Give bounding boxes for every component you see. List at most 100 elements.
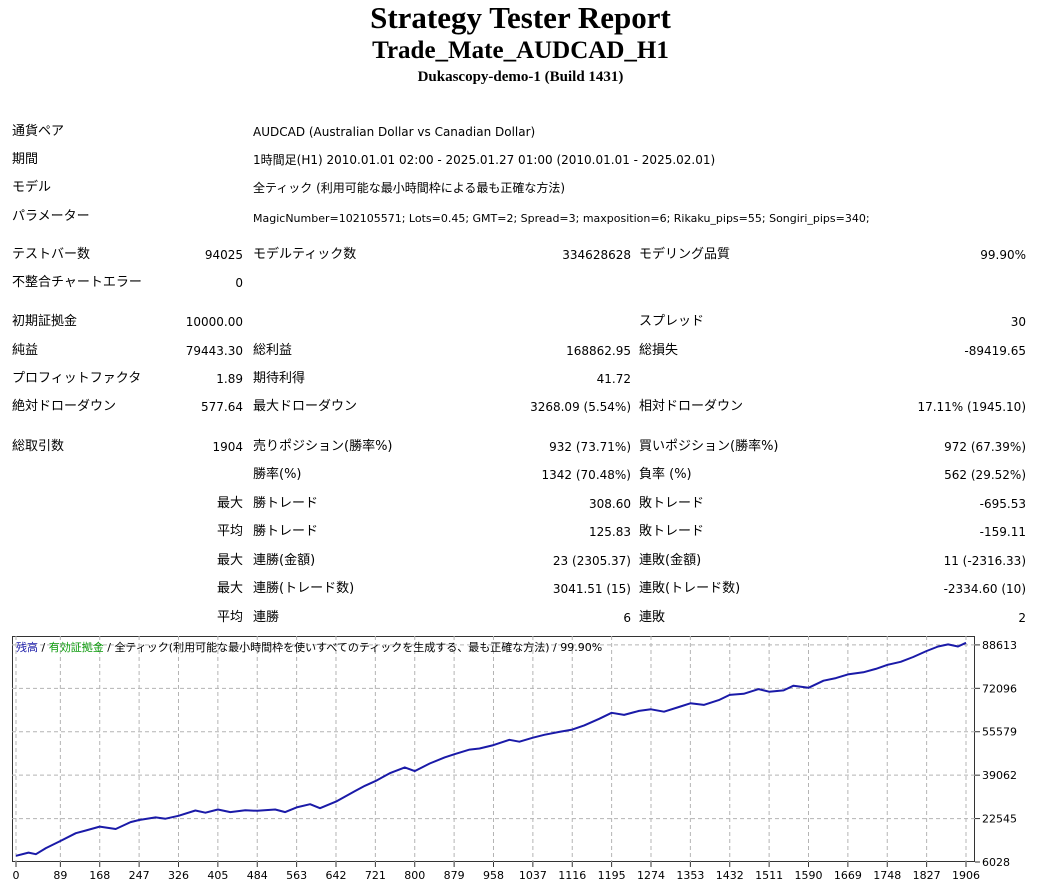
x-tick-label: 721 <box>365 869 386 882</box>
average-prefix: 平均 <box>216 524 243 539</box>
expected-payoff-label: 期待利得 <box>253 371 306 386</box>
x-tick-label: 89 <box>53 869 67 882</box>
legend-sep-2: / <box>107 641 111 654</box>
largest-loss-label: 敗トレード <box>639 496 705 511</box>
max-cons-profit-label: 連勝(トレード数) <box>253 581 355 596</box>
net-profit-label: 純益 <box>12 343 39 358</box>
abs-drawdown-value: 577.64 <box>201 400 243 414</box>
loss-rate-label: 負率 (%) <box>639 467 692 482</box>
rel-drawdown-value: 17.11% (1945.10) <box>917 400 1026 414</box>
legend-model: 全ティック(利用可能な最小時間枠を使いすべてのティックを生成する、最も正確な方法… <box>114 641 550 654</box>
spread-label: スプレッド <box>639 314 705 329</box>
long-positions-value: 972 (67.39%) <box>944 440 1026 454</box>
bars-value: 94025 <box>204 248 243 262</box>
x-tick-label: 1590 <box>794 869 822 882</box>
avg-win-value: 125.83 <box>589 525 631 539</box>
bars-label: テストバー数 <box>12 247 91 262</box>
x-tick-label: 1195 <box>598 869 626 882</box>
max-cons-loss-value: -2334.60 (10) <box>943 582 1026 596</box>
y-tick-label: 22545 <box>982 813 1017 826</box>
avg-cons-prefix: 平均 <box>216 610 243 625</box>
avg-loss-label: 敗トレード <box>639 524 705 539</box>
balance-line <box>15 641 967 857</box>
max-cons-prefix: 最大 <box>216 553 243 568</box>
period-value: 1時間足(H1) 2010.01.01 02:00 - 2025.01.27 0… <box>253 153 716 167</box>
x-tick-label: 563 <box>286 869 307 882</box>
x-tick-label: 484 <box>247 869 268 882</box>
legend-equity: 有効証拠金 <box>48 641 104 654</box>
win-rate-value: 1342 (70.48%) <box>541 468 631 482</box>
avg-cons-wins-value: 6 <box>623 611 631 625</box>
loss-rate-value: 562 (29.52%) <box>944 468 1026 482</box>
legend-quality: 99.90% <box>560 641 603 654</box>
spread-value: 30 <box>1010 315 1026 329</box>
model-value: 全ティック (利用可能な最小時間枠による最も正確な方法) <box>253 181 566 195</box>
symbol-value: AUDCAD (Australian Dollar vs Canadian Do… <box>253 125 536 139</box>
x-tick-label: 1116 <box>558 869 586 882</box>
server-build: Dukascopy-demo-1 (Build 1431) <box>417 69 624 85</box>
avg-cons-losses-label: 連敗 <box>639 610 666 625</box>
win-rate-label: 勝率(%) <box>253 467 302 482</box>
long-positions-label: 買いポジション(勝率%) <box>639 439 779 454</box>
short-positions-label: 売りポジション(勝率%) <box>253 439 393 454</box>
report-title: Strategy Tester Report <box>370 0 671 35</box>
max-cons-wins-value: 23 (2305.37) <box>552 554 631 568</box>
max-cons-wins-label: 連勝(金額) <box>253 553 316 568</box>
quality-value: 99.90% <box>980 248 1026 262</box>
profit-factor-value: 1.89 <box>216 372 243 386</box>
total-trades-label: 総取引数 <box>12 439 65 454</box>
legend-sep-1: / <box>41 641 46 654</box>
chart-legend: 残高 / 有効証拠金 / 全ティック(利用可能な最小時間枠を使いすべてのティック… <box>16 640 602 656</box>
legend-balance: 残高 <box>16 641 38 654</box>
x-tick-label: 1353 <box>676 869 704 882</box>
x-tick-label: 0 <box>13 869 20 882</box>
x-tick-label: 879 <box>444 869 465 882</box>
x-tick-label: 326 <box>168 869 189 882</box>
legend-sep-3: / <box>553 641 557 654</box>
x-tick-label: 247 <box>129 869 150 882</box>
largest-win-label: 勝トレード <box>253 496 319 511</box>
x-tick-label: 1511 <box>755 869 783 882</box>
max-drawdown-value: 3268.09 (5.54%) <box>530 400 631 414</box>
ticks-label: モデルティック数 <box>253 247 357 262</box>
gross-profit-label: 総利益 <box>253 343 293 358</box>
max-cons-loss-label: 連敗(トレード数) <box>639 581 741 596</box>
deposit-label: 初期証拠金 <box>12 314 78 329</box>
rel-drawdown-label: 相対ドローダウン <box>639 399 744 414</box>
x-tick-label: 1669 <box>834 869 862 882</box>
max-cons-count-prefix: 最大 <box>216 581 243 596</box>
avg-cons-losses-value: 2 <box>1018 611 1026 625</box>
symbol-label: 通貨ペア <box>12 124 65 139</box>
avg-loss-value: -159.11 <box>979 525 1026 539</box>
balance-chart: 6028 22545 39062 55579 72096 88613 0 89 168 247 32… <box>12 636 1017 882</box>
max-cons-losses-value: 11 (-2316.33) <box>943 554 1026 568</box>
params-value: MagicNumber=102105571; Lots=0.45; GMT=2;… <box>253 212 870 225</box>
mismatch-value: 0 <box>235 276 243 290</box>
y-tick-label: 55579 <box>982 726 1017 739</box>
expected-payoff-value: 41.72 <box>596 372 631 386</box>
x-tick-label: 958 <box>483 869 504 882</box>
max-cons-losses-label: 連敗(金額) <box>639 553 702 568</box>
profit-factor-label: プロフィットファクタ <box>12 371 142 386</box>
net-profit-value: 79443.30 <box>185 344 243 358</box>
mismatch-label: 不整合チャートエラー <box>12 275 142 290</box>
max-drawdown-label: 最大ドローダウン <box>253 399 358 414</box>
ticks-value: 334628628 <box>562 248 631 262</box>
x-tick-label: 1037 <box>519 869 547 882</box>
params-label: パラメーター <box>12 209 90 224</box>
avg-cons-wins-label: 連勝 <box>253 610 280 625</box>
y-tick-label: 72096 <box>982 682 1017 695</box>
ea-name: Trade_Mate_AUDCAD_H1 <box>372 37 669 64</box>
gross-loss-value: -89419.65 <box>964 344 1026 358</box>
x-tick-label: 800 <box>404 869 425 882</box>
period-label: 期間 <box>12 152 39 167</box>
gross-profit-value: 168862.95 <box>566 344 631 358</box>
short-positions-value: 932 (73.71%) <box>549 440 631 454</box>
model-label: モデル <box>12 180 52 195</box>
quality-label: モデリング品質 <box>639 247 731 262</box>
x-tick-label: 1827 <box>913 869 941 882</box>
x-tick-label: 405 <box>207 869 228 882</box>
x-tick-label: 1274 <box>637 869 665 882</box>
y-tick-label: 39062 <box>982 769 1017 782</box>
x-tick-label: 1432 <box>716 869 744 882</box>
